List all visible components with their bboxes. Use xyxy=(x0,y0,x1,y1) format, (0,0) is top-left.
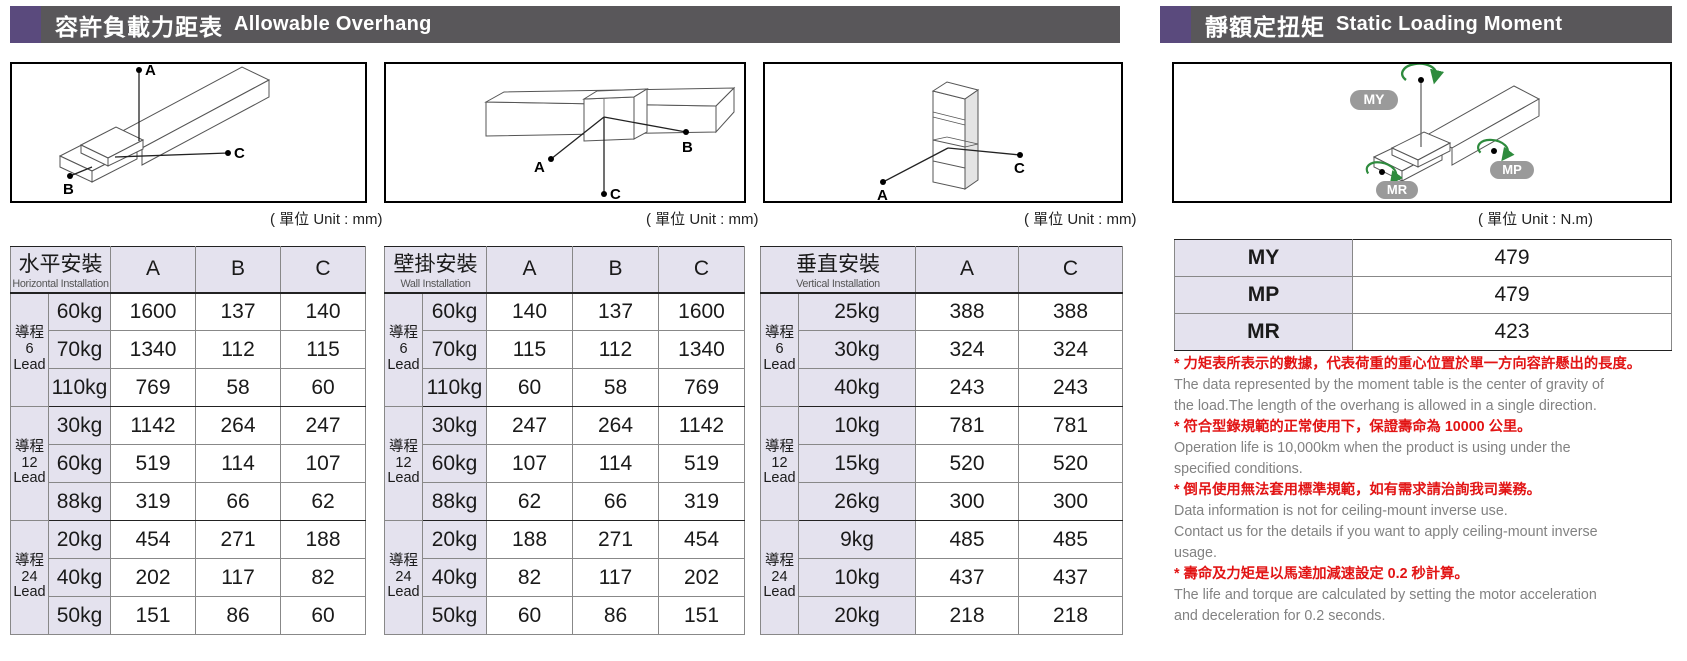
svg-text:MP: MP xyxy=(1502,162,1522,177)
svg-text:B: B xyxy=(682,139,693,156)
svg-text:A: A xyxy=(534,159,545,176)
svg-text:A: A xyxy=(145,64,156,79)
svg-text:A: A xyxy=(877,187,888,204)
svg-text:MY: MY xyxy=(1364,91,1386,107)
svg-text:B: B xyxy=(63,181,74,198)
svg-text:MR: MR xyxy=(1387,182,1408,197)
svg-text:C: C xyxy=(234,145,245,162)
svg-text:C: C xyxy=(610,186,621,203)
svg-text:C: C xyxy=(1014,160,1025,177)
